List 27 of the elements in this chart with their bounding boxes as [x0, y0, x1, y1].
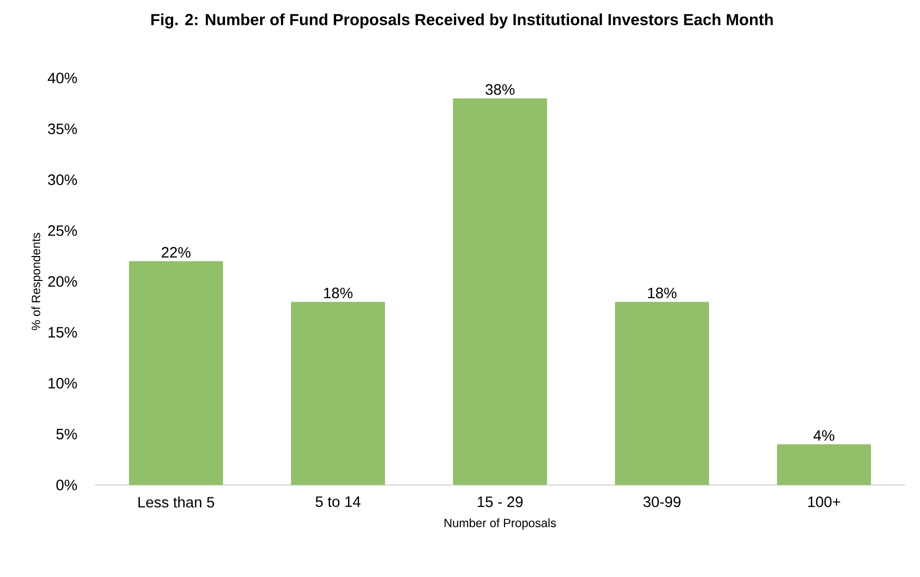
x-tick-label: 15 - 29: [478, 496, 523, 508]
bar: [777, 444, 871, 485]
bar: [129, 261, 224, 485]
x-tick-label: 5 to 14: [316, 496, 360, 507]
x-tick-label: Less than 5: [138, 496, 214, 508]
y-tick-label: 35%: [48, 124, 77, 134]
data-label: 18%: [324, 288, 352, 298]
chart-title: Fig. 2: Number of Fund Proposals Received by Institutional Investors Each Month: [151, 14, 773, 28]
data-label: 4%: [814, 430, 834, 441]
y-tick-label: 0%: [56, 480, 77, 490]
y-tick-label: 40%: [48, 72, 77, 84]
data-label: 38%: [486, 84, 514, 95]
bar: [291, 302, 386, 485]
x-axis-title: Number of Proposals: [444, 518, 556, 530]
bar: [453, 98, 548, 485]
y-tick-label: 25%: [48, 225, 77, 236]
y-tick-label: 15%: [48, 327, 77, 338]
y-tick-label: 10%: [48, 378, 77, 389]
y-axis-title: % of Respondents: [31, 232, 43, 330]
y-tick-label: 30%: [48, 174, 77, 186]
bar: [615, 302, 709, 485]
y-tick-label: 5%: [56, 428, 77, 440]
data-label: 18%: [648, 288, 676, 298]
y-tick-label: 20%: [48, 276, 77, 287]
x-tick-label: 100+: [808, 496, 840, 508]
x-tick-label: 30-99: [643, 496, 680, 508]
data-label: 22%: [162, 247, 190, 258]
